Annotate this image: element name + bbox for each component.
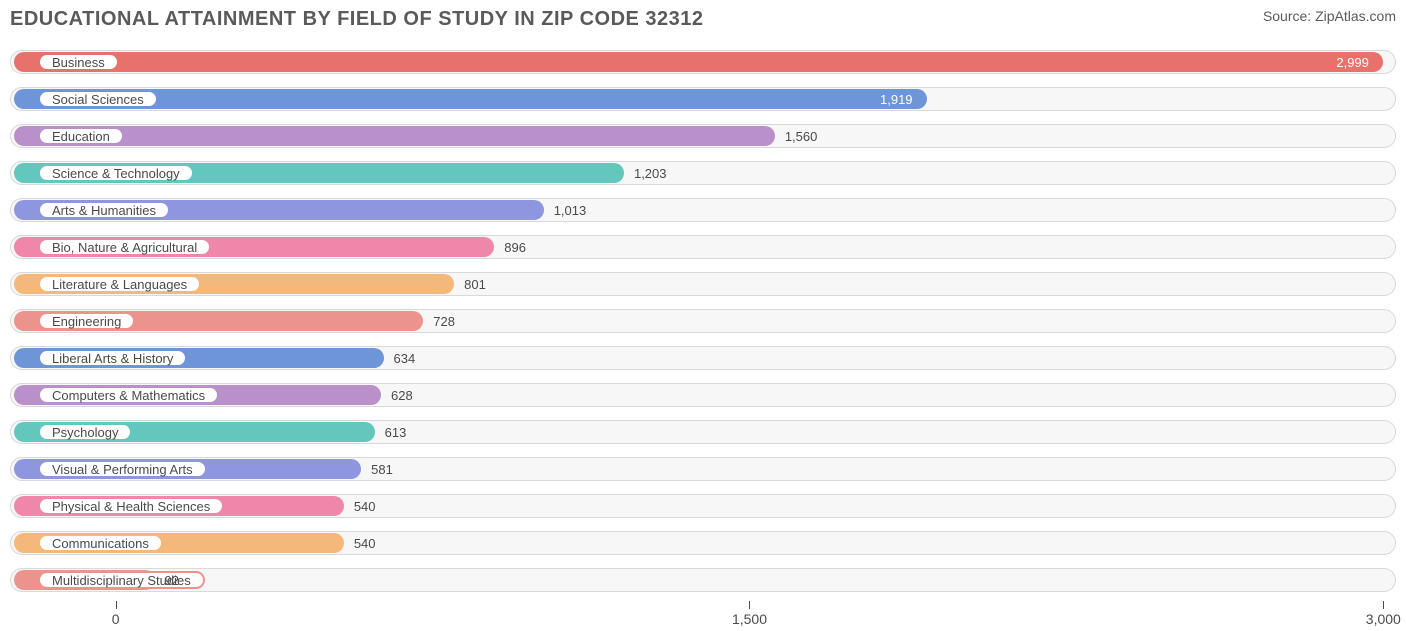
- category-label: Visual & Performing Arts: [52, 463, 193, 476]
- chart-area: Business 2,999 Social Sciences 1,919 Educati…: [10, 46, 1396, 596]
- bar-row: Business 2,999: [10, 46, 1396, 78]
- category-pill: Psychology: [38, 423, 132, 441]
- bar-row: Physical & Health Sciences 540: [10, 490, 1396, 522]
- category-label: Physical & Health Sciences: [52, 500, 210, 513]
- value-label: 1,919: [880, 83, 913, 115]
- category-pill: Physical & Health Sciences: [38, 497, 224, 515]
- category-pill: Social Sciences: [38, 90, 158, 108]
- bar: [14, 126, 775, 146]
- bar-row: Psychology 613: [10, 416, 1396, 448]
- category-pill: Business: [38, 53, 119, 71]
- category-label: Computers & Mathematics: [52, 389, 205, 402]
- bar-row: Bio, Nature & Agricultural 896: [10, 231, 1396, 263]
- category-pill: Computers & Mathematics: [38, 386, 219, 404]
- category-label: Bio, Nature & Agricultural: [52, 241, 197, 254]
- value-label: 540: [354, 527, 376, 559]
- value-label: 1,013: [554, 194, 587, 226]
- bar-row: Social Sciences 1,919: [10, 83, 1396, 115]
- axis-tick: [749, 601, 750, 609]
- bar-row: Arts & Humanities 1,013: [10, 194, 1396, 226]
- axis-tick: [116, 601, 117, 609]
- value-label: 613: [385, 416, 407, 448]
- value-label: 634: [394, 342, 416, 374]
- category-label: Liberal Arts & History: [52, 352, 173, 365]
- category-label: Engineering: [52, 315, 121, 328]
- category-label: Communications: [52, 537, 149, 550]
- category-pill: Engineering: [38, 312, 135, 330]
- chart-title: EDUCATIONAL ATTAINMENT BY FIELD OF STUDY…: [10, 8, 704, 31]
- category-pill: Education: [38, 127, 124, 145]
- axis-tick-label: 1,500: [732, 611, 767, 627]
- bar-row: Computers & Mathematics 628: [10, 379, 1396, 411]
- value-label: 92: [165, 564, 179, 596]
- bar-row: Literature & Languages 801: [10, 268, 1396, 300]
- category-pill: Science & Technology: [38, 164, 194, 182]
- bar-row: Science & Technology 1,203: [10, 157, 1396, 189]
- category-label: Social Sciences: [52, 93, 144, 106]
- value-label: 801: [464, 268, 486, 300]
- category-pill: Visual & Performing Arts: [38, 460, 207, 478]
- bar: [14, 52, 1383, 72]
- value-label: 728: [433, 305, 455, 337]
- category-pill: Literature & Languages: [38, 275, 201, 293]
- bar-row: Multidisciplinary Studies92: [10, 564, 1396, 596]
- category-pill: Multidisciplinary Studies: [38, 571, 205, 589]
- category-pill: Communications: [38, 534, 163, 552]
- x-axis: 01,5003,000: [10, 601, 1396, 631]
- category-label: Psychology: [52, 426, 118, 439]
- source-label: Source: ZipAtlas.com: [1263, 8, 1396, 24]
- axis-tick-label: 0: [112, 611, 120, 627]
- header: EDUCATIONAL ATTAINMENT BY FIELD OF STUDY…: [10, 8, 1396, 38]
- axis-tick-label: 3,000: [1366, 611, 1401, 627]
- bar-row: Liberal Arts & History 634: [10, 342, 1396, 374]
- bar-track: [10, 568, 1396, 592]
- value-label: 2,999: [1336, 46, 1369, 78]
- value-label: 1,560: [785, 120, 818, 152]
- category-label: Education: [52, 130, 110, 143]
- bar-row: Engineering 728: [10, 305, 1396, 337]
- bar-row: Communications 540: [10, 527, 1396, 559]
- category-pill: Bio, Nature & Agricultural: [38, 238, 211, 256]
- category-label: Literature & Languages: [52, 278, 187, 291]
- value-label: 1,203: [634, 157, 667, 189]
- category-label: Arts & Humanities: [52, 204, 156, 217]
- category-label: Business: [52, 56, 105, 69]
- value-label: 628: [391, 379, 413, 411]
- category-pill: Liberal Arts & History: [38, 349, 187, 367]
- chart-container: EDUCATIONAL ATTAINMENT BY FIELD OF STUDY…: [0, 0, 1406, 631]
- bar-row: Visual & Performing Arts 581: [10, 453, 1396, 485]
- bar-row: Education 1,560: [10, 120, 1396, 152]
- category-label: Science & Technology: [52, 167, 180, 180]
- value-label: 540: [354, 490, 376, 522]
- category-pill: Arts & Humanities: [38, 201, 170, 219]
- value-label: 581: [371, 453, 393, 485]
- value-label: 896: [504, 231, 526, 263]
- axis-tick: [1383, 601, 1384, 609]
